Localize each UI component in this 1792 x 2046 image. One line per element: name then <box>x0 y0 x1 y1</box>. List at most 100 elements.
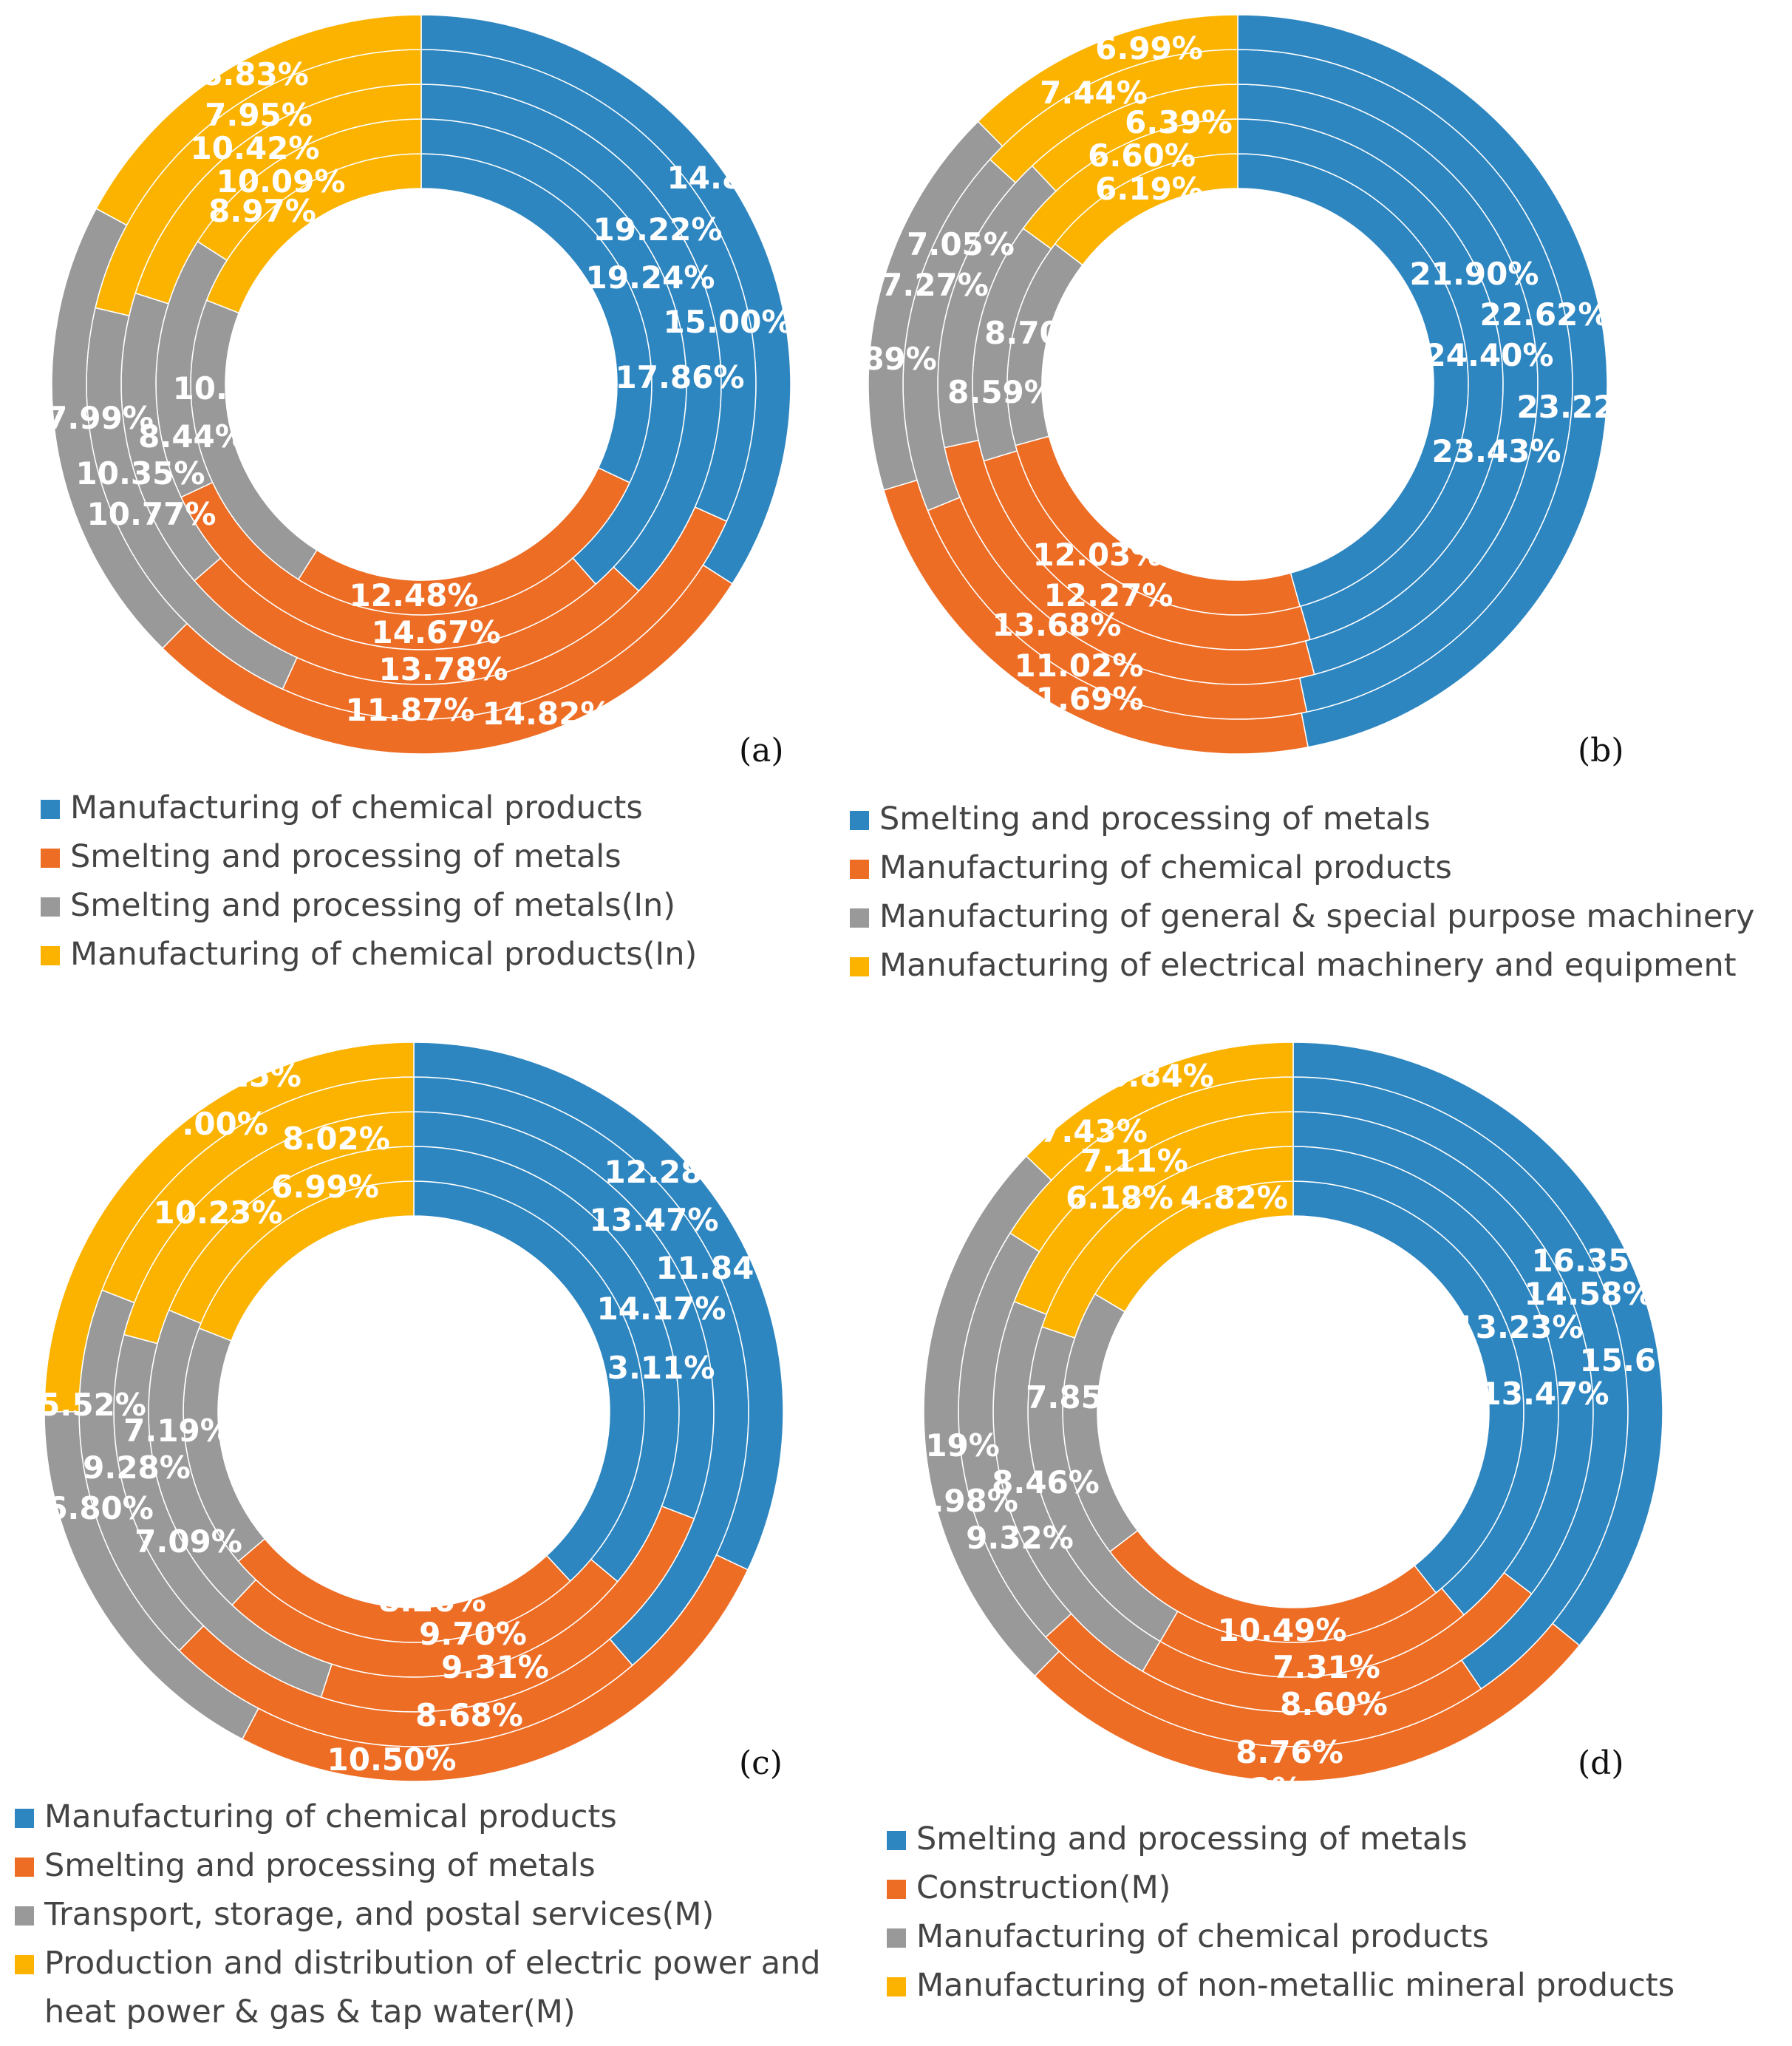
legend-swatch-blue <box>15 1809 34 1828</box>
legend-item: Production and distribution of electric … <box>15 1939 872 2036</box>
data-label: 13.23% <box>1454 1309 1584 1345</box>
data-label: 8.60% <box>1280 1686 1388 1722</box>
data-label: 14.58% <box>1524 1276 1654 1312</box>
donut-chart-a: 14.83% 19.22% 19.24% 15.00% 17.86% 12.48%14.6… <box>46 14 797 755</box>
data-label: 7.44% <box>1040 75 1148 111</box>
data-label: 10.42% <box>191 130 320 166</box>
data-label: 9.32% <box>966 1520 1074 1556</box>
data-label: 8.02% <box>282 1121 390 1157</box>
legend-label: Manufacturing of chemical products <box>916 1918 1489 1955</box>
legend-label: Manufacturing of general & special purpo… <box>879 898 1755 935</box>
donut-chart-d: 16.35%14.58%13.23%15.61%13.47% 10.49%7.31… <box>892 1041 1709 1807</box>
legend-label: Manufacturing of chemical products <box>70 789 643 826</box>
legend-swatch-yellow <box>850 957 869 976</box>
legend-swatch-blue <box>41 800 60 819</box>
legend-label: Smelting and processing of metals <box>916 1821 1468 1858</box>
data-label: 10.23% <box>154 1194 283 1231</box>
data-label: 10.09% <box>217 163 346 200</box>
data-label: 13.78% <box>379 651 508 687</box>
ring-segment <box>977 14 1239 147</box>
data-label: 9.31% <box>441 1649 549 1685</box>
data-label: 7.05% <box>907 226 1015 262</box>
legend-label: Construction(M) <box>916 1869 1171 1906</box>
data-label: 12.28% <box>604 1154 734 1190</box>
ring-segment <box>44 1041 415 1413</box>
data-label: 8.83% <box>201 56 309 92</box>
data-label: 10.50% <box>327 1741 457 1778</box>
data-label: 6.15% <box>194 1058 301 1094</box>
data-label: 7.19% <box>123 1413 231 1449</box>
data-label: 19.22% <box>593 211 723 248</box>
legend-swatch-blue <box>850 811 869 830</box>
ring-segment <box>1237 14 1608 748</box>
data-label: 10.19 <box>173 370 271 407</box>
data-label: 15.00% <box>664 304 793 340</box>
legend-item: Manufacturing of electrical machinery an… <box>850 941 1788 990</box>
panel-label-b: (b) <box>1578 732 1624 769</box>
data-label: 12.48% <box>350 577 479 614</box>
legend-swatch-gray <box>887 1928 906 1948</box>
data-label: 8.19% <box>892 1427 1000 1464</box>
legend-swatch-orange <box>41 849 60 868</box>
data-label: 6.19% <box>1095 171 1203 207</box>
panel-label-a: (a) <box>739 732 784 769</box>
data-label: 12.03% <box>1033 537 1162 573</box>
legend-label: Manufacturing of chemical products <box>879 849 1452 886</box>
data-label: 7.27% <box>881 267 989 303</box>
data-label: 23.43% <box>1432 433 1561 469</box>
data-label: 6.84% <box>1106 1058 1214 1094</box>
panel-label-c: (c) <box>739 1744 783 1782</box>
legend-item: Smelting and processing of metals <box>887 1815 1774 1863</box>
legend-swatch-yellow <box>41 946 60 965</box>
legend-d: Smelting and processing of metals Constr… <box>887 1815 1774 2010</box>
ring-segment <box>95 14 422 226</box>
panel-label-d: (d) <box>1578 1744 1624 1782</box>
data-label: 8.76% <box>1236 1734 1343 1770</box>
legend-label: Manufacturing of chemical products(In) <box>70 936 698 973</box>
legend-label: Manufacturing of electrical machinery an… <box>879 947 1737 984</box>
data-label: 11.02% <box>1015 648 1144 684</box>
legend-swatch-orange <box>15 1858 34 1877</box>
legend-swatch-gray <box>850 908 869 928</box>
data-label: 9.70% <box>419 1616 527 1652</box>
data-label: 19.24% <box>586 259 715 296</box>
data-label: 11.84% <box>656 1250 786 1286</box>
data-label: 8.44% <box>138 418 246 455</box>
legend-item: Construction(M) <box>887 1863 1774 1912</box>
data-label: 11.69% <box>1015 681 1144 717</box>
data-label: 6.80% <box>46 1490 154 1526</box>
legend-item: Manufacturing of chemical products <box>887 1912 1774 1961</box>
legend-label: Transport, storage, and postal services(… <box>44 1896 715 1933</box>
data-label: 5.52% <box>38 1387 146 1423</box>
data-label: 9.92% <box>1195 1771 1303 1807</box>
data-label: 10.77% <box>87 496 217 532</box>
data-label: 14.83% <box>667 160 797 196</box>
data-label: 12.27% <box>1044 577 1173 614</box>
data-label: 8.26% <box>378 1583 486 1619</box>
legend-a: Manufacturing of chemical products Smelt… <box>41 784 839 979</box>
data-label: 6.99% <box>271 1169 379 1205</box>
data-label: 7.99% <box>46 400 154 436</box>
data-label: 21.90% <box>1410 256 1539 292</box>
legend-label: Smelting and processing of metals(In) <box>70 887 676 924</box>
legend-swatch-gray <box>41 897 60 917</box>
legend-item: Smelting and processing of metals(In) <box>41 881 839 930</box>
data-label: 6.99% <box>1095 30 1203 67</box>
data-label: 22.62% <box>1480 296 1609 333</box>
donut-chart-c: 12.28% 13.47% 11.84% 14.17% 13.11% 8.26%9.70%… <box>38 1041 786 1782</box>
legend-item: Smelting and processing of metals <box>850 795 1788 843</box>
data-label: 15.61% <box>1580 1342 1709 1379</box>
legend-swatch-yellow <box>887 1977 906 1996</box>
data-label: 13.47% <box>1480 1376 1609 1412</box>
legend-label: Smelting and processing of metals <box>879 801 1431 837</box>
data-label: 9.28% <box>83 1449 191 1486</box>
legend-label: Manufacturing of non-metallic mineral pr… <box>916 1967 1675 2004</box>
legend-item: Smelting and processing of metals <box>41 832 839 881</box>
donut-chart-b: 21.90% 22.62% 24.40% 23.22% 23.43% 12.03% 12.2… <box>829 14 1646 755</box>
ring-segment <box>1025 1041 1294 1181</box>
data-label: 7.31% <box>1273 1649 1380 1685</box>
data-label: 7.85 <box>1026 1379 1103 1415</box>
data-label: 23.22% <box>1517 389 1646 425</box>
data-label: 17.86% <box>616 359 745 395</box>
legend-item: Manufacturing of chemical products <box>15 1792 872 1841</box>
